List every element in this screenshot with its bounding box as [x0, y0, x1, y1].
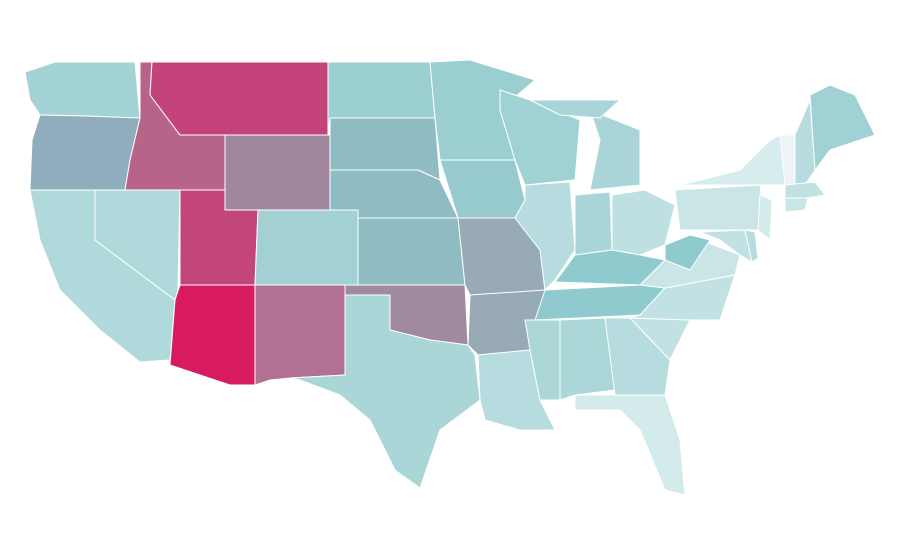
- state: [529, 99, 621, 119]
- state: [664, 234, 711, 271]
- state: [784, 197, 809, 213]
- state: [574, 191, 613, 256]
- state: [784, 181, 826, 199]
- state: [679, 134, 786, 186]
- state: [29, 114, 141, 191]
- state: [589, 109, 641, 191]
- state: [574, 394, 686, 496]
- state: [24, 61, 141, 119]
- state: [757, 194, 773, 241]
- state: [357, 217, 466, 286]
- state: [254, 284, 346, 386]
- state: [744, 229, 759, 263]
- state: [794, 99, 816, 186]
- state: [224, 134, 331, 211]
- state: [169, 284, 256, 386]
- state: [559, 317, 616, 401]
- state: [254, 209, 359, 286]
- state: [289, 294, 481, 489]
- state: [524, 319, 561, 401]
- state: [604, 317, 671, 396]
- state: [809, 84, 876, 171]
- state: [149, 61, 329, 136]
- state: [699, 229, 753, 263]
- state: [674, 184, 766, 231]
